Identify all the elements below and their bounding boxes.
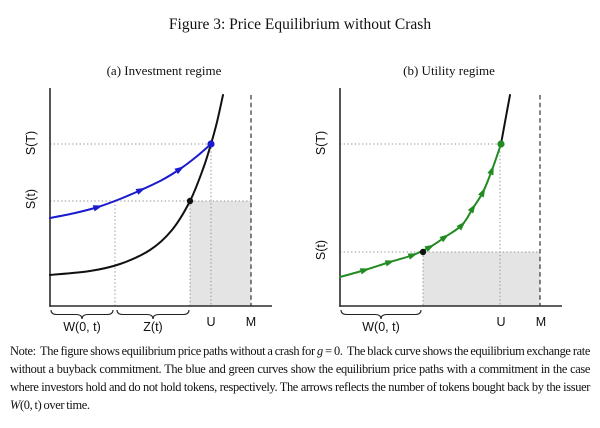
figure-note: Note: The figure shows equilibrium price… [10,342,590,414]
note-text: (0, t) over time. [19,398,90,412]
x-axis-label-a: M [245,315,257,329]
y-axis-label-a: S(T) [24,130,38,156]
figure-caption-title: Figure 3: Price Equilibrium without Cras… [168,16,432,33]
brace-label-a: W(0, t) [63,320,101,334]
direction-arrow-green [487,165,494,176]
y-axis-label-a: S(t) [24,188,38,210]
panel-a-caption: (a) Investment regime [106,63,222,78]
direction-arrow-blue [92,205,103,212]
direction-arrow-green [407,253,418,260]
note-text: = 0. The black curve shows the equilibri… [10,344,590,394]
x-axis-label-b: U [496,315,506,329]
brace-label-b: W(0, t) [362,320,400,334]
y-axis-label-b: S(t) [314,239,328,261]
direction-arrow-green [478,187,486,198]
x-axis-label-a: U [206,315,216,329]
curve-no-commitment-equilibrium-black [49,94,224,276]
direction-arrow-green [384,260,395,267]
direction-arrow-green [359,268,370,275]
direction-arrow-green [467,203,476,214]
underbrace-b [340,309,422,320]
direction-arrow-blue [135,187,146,195]
equilibrium-point-black-a [186,197,194,205]
shaded-region-b [423,252,540,306]
direction-arrow-green [424,244,435,252]
panel-b-caption: (b) Utility regime [403,63,495,78]
shaded-region-a [190,201,251,306]
note-math-symbol: W [10,398,20,412]
note-text: Note: The figure shows equilibrium price… [10,344,318,358]
underbrace-a [50,309,114,320]
equilibrium-point-black-b [419,248,427,256]
brace-label-a: Z(t) [143,320,163,334]
equilibrium-point-green-b [497,140,505,148]
direction-arrow-green [456,221,466,231]
note-content: Note: The figure shows equilibrium price… [10,344,590,412]
direction-arrow-blue [174,166,185,175]
direction-arrow-green [439,234,450,243]
y-axis-label-b: S(T) [314,130,328,156]
equilibrium-point-blue-a [207,140,215,148]
x-axis-label-b: M [535,315,547,329]
curve-no-commitment-equilibrium-black-upper [500,94,511,145]
note-math-symbol: g [317,344,323,358]
underbrace-a [116,309,190,320]
